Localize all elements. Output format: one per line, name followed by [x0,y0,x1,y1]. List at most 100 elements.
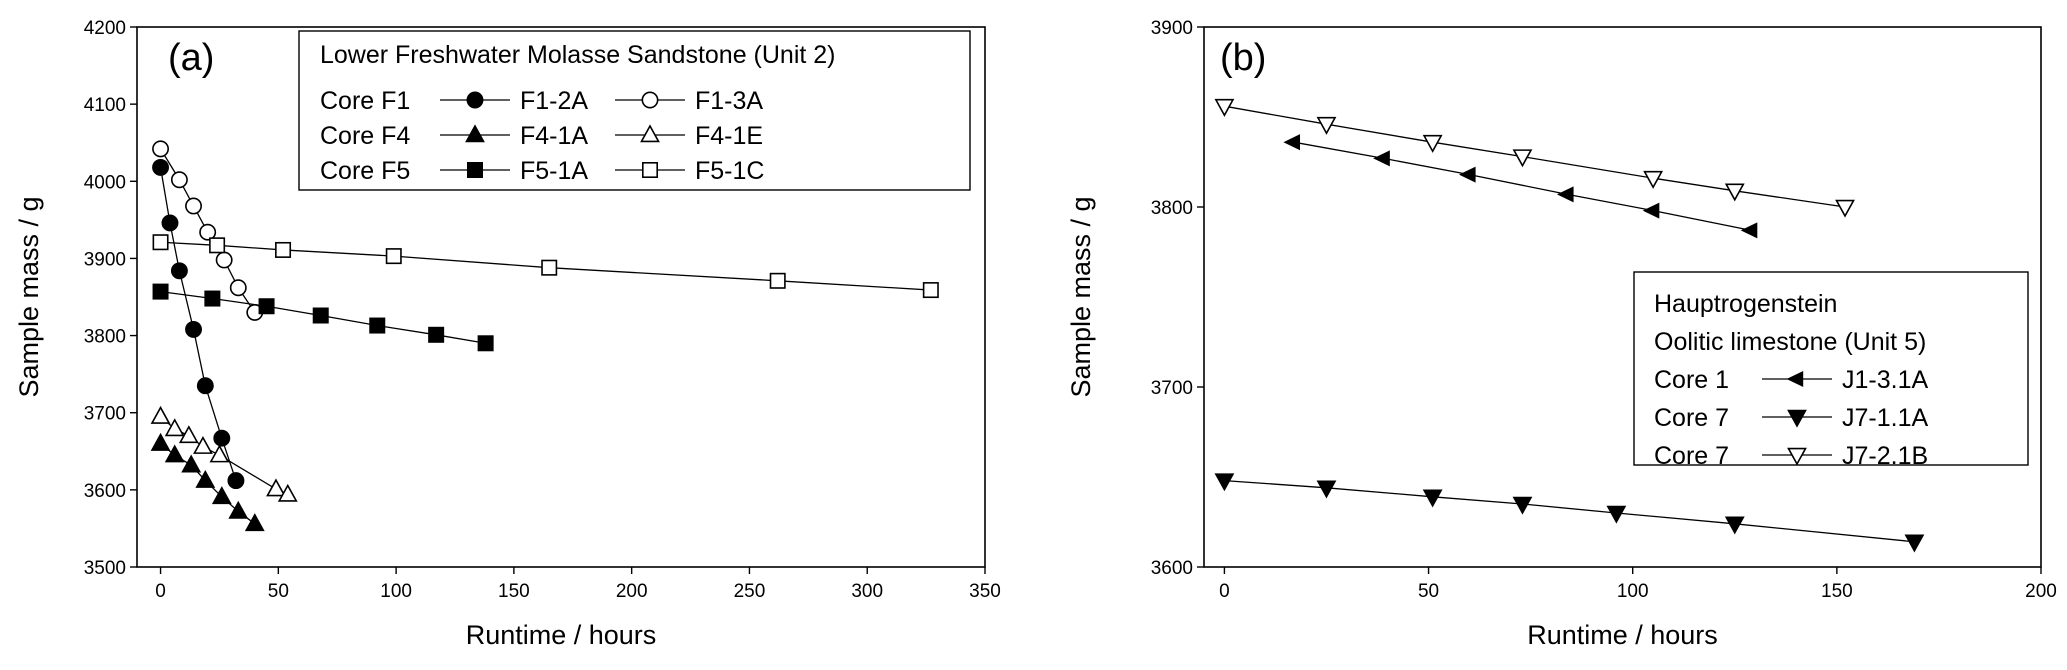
data-point-J7-1.1A [1904,534,1925,553]
legend-marker-F5-1A [466,162,483,179]
y-tick-label: 3800 [1151,198,1193,219]
y-tick-label: 3800 [84,327,126,348]
legend-row-label: Core F5 [320,157,410,185]
y-axis-title: Sample mass / g [1066,196,1096,397]
data-point-F5-1C [769,272,786,289]
data-point-F1-3A [229,279,247,297]
data-point-J1-3.1A [1373,150,1390,167]
y-tick-label: 3600 [84,481,126,502]
data-point-F5-1A [258,298,275,315]
data-point-J1-3.1A [1459,166,1476,183]
panel-b-chart: 0 50 100 150 200 3600 3700 3800 3900 Runtime / ho… [1066,18,2057,650]
legend-row-label: Core F4 [320,122,410,150]
data-point-J7-1.1A [1422,489,1443,508]
data-point-F1-2A [227,472,245,490]
x-tick-label: 100 [380,581,412,602]
data-point-F1-3A [215,251,233,269]
legend-marker-J7-2.1B [1787,447,1807,466]
data-point-F4-1E [150,405,171,424]
data-point-F4-1E [178,425,199,444]
legend-entry-label: F4-1A [520,122,588,150]
y-tick-label: 3900 [84,249,126,270]
data-point-F5-1C [152,234,169,251]
data-point-J7-1.1A [1606,505,1627,524]
data-point-F1-2A [185,320,202,338]
x-tick-label: 350 [969,581,1001,602]
data-point-J7-1.1A [1512,496,1533,515]
legend-box [1633,271,2029,466]
data-point-F1-3A [185,197,202,215]
legend-marker-F1-3A [641,91,659,109]
data-point-F4-1A [150,432,171,451]
x-tick-label: 0 [155,581,166,602]
data-point-F1-2A [213,429,231,447]
legend-row-label: Core 1 [1654,366,1729,394]
legend-row-label: Core 7 [1654,404,1729,432]
y-tick-label: 3900 [1151,18,1193,39]
y-tick-label: 4100 [84,95,126,116]
legend-marker-F4-1A [465,124,485,143]
data-point-F4-1A [195,469,216,488]
y-tick-label: 3600 [1151,558,1193,579]
legend-entry-label: F5-1A [520,157,588,185]
data-point-F5-1C [385,248,402,265]
data-point-F1-2A [196,377,214,395]
data-point-F5-1C [275,241,292,258]
series-line-J1-3.1A [1293,141,1752,232]
data-point-F4-1A [164,444,185,463]
data-point-J1-3.1A [1740,222,1758,239]
legend-title-line: Hauptrogenstein [1654,290,1837,318]
data-point-F1-3A [170,171,188,189]
y-tick-label: 4000 [84,172,126,193]
legend-box [298,30,971,191]
data-point-F4-1E [193,436,213,454]
legend-marker-F1-2A [466,91,484,109]
data-point-F1-3A [152,140,170,158]
legend-entry-label: J7-2.1B [1842,442,1928,470]
data-point-J7-1.1A [1724,516,1745,535]
y-tick-label: 3700 [84,404,126,425]
data-point-F4-1E [164,418,185,437]
panel-a-chart: 0 50 100 150 200 250 300 350 3500 3600 3700 3800 390… [14,18,1001,650]
x-tick-label: 150 [1821,581,1853,602]
plot-frame [136,26,986,568]
data-point-J7-2.1B [1214,98,1235,117]
data-point-F4-1E [277,483,298,502]
x-tick-label: 150 [498,581,530,602]
legend-row-label: Core F1 [320,87,410,115]
data-point-J7-2.1B [1512,149,1533,168]
legend-title: Lower Freshwater Molasse Sandstone (Unit… [320,41,836,69]
data-point-F5-1C [541,259,558,276]
data-point-J7-2.1B [1422,134,1443,153]
data-point-J7-1.1A [1316,480,1337,499]
x-tick-label: 100 [1617,581,1649,602]
series-line-J7-2.1B [1224,105,1846,208]
data-point-J7-2.1B [1724,183,1745,202]
data-point-F4-1A [244,513,265,532]
data-point-F5-1A [152,283,169,300]
legend-marker-J1-3.1A [1786,370,1804,388]
data-point-J1-3.1A [1642,202,1660,219]
panel-label: (b) [1220,37,1266,79]
data-point-F5-1A [477,335,494,352]
data-point-F5-1A [204,290,221,307]
data-point-J1-3.1A [1283,134,1301,151]
data-point-J7-2.1B [1316,116,1337,135]
x-axis-title: Runtime / hours [1527,620,1718,650]
legend-a: Lower Freshwater Molasse Sandstone (Unit… [298,30,971,191]
legend-entry-label: J7-1.1A [1842,404,1928,432]
data-point-F1-3A [199,223,217,241]
x-tick-label: 200 [2025,581,2057,602]
data-point-F5-1A [428,326,445,343]
y-tick-label: 3700 [1151,378,1193,399]
legend-entry-label: F1-3A [695,87,763,115]
data-point-F1-2A [161,214,179,232]
data-point-F4-1E [209,444,230,463]
data-point-F1-2A [152,158,170,176]
x-axis-title: Runtime / hours [466,620,657,650]
legend-entry-label: J1-3.1A [1842,366,1928,394]
data-point-J7-1.1A [1214,473,1235,492]
plot-frame [1203,26,2042,568]
x-tick-label: 250 [734,581,766,602]
